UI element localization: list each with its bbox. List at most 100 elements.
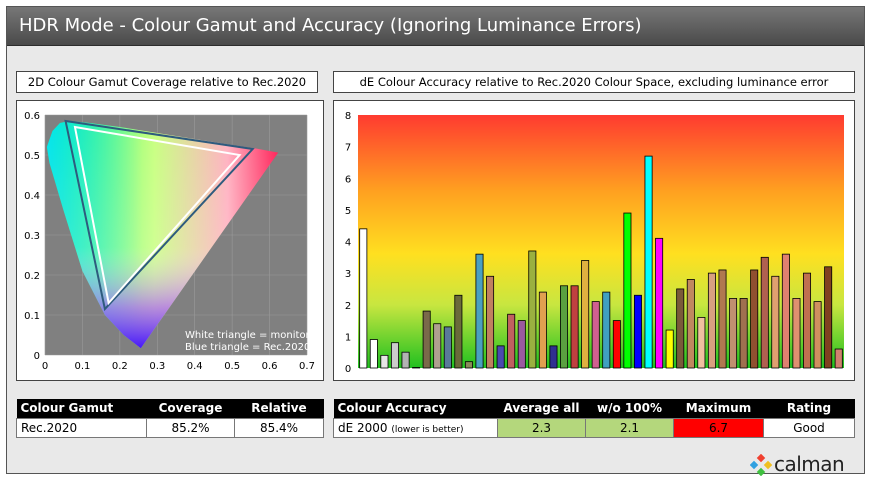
x-tick-label: 0.3 (149, 361, 165, 372)
bar-19 (549, 345, 558, 369)
y-tick-label: 0 (34, 351, 40, 362)
legend-monitor: White triangle = monitor (185, 330, 311, 341)
bar-42 (792, 298, 801, 369)
x-tick-label: 0.4 (187, 361, 203, 372)
gamut-table-header: Relative (234, 399, 324, 418)
x-tick-label: 0.2 (112, 361, 128, 372)
bar-20 (560, 285, 569, 369)
bar-15 (507, 313, 516, 369)
monitor-triangle (73, 125, 242, 306)
gamut-standard: Rec.2020 (16, 417, 147, 438)
bar-21 (570, 285, 579, 369)
bar-36 (729, 298, 738, 369)
gamut-panel: 0 0.1 0.2 0.3 0.4 0.5 0.6 0.7 0 0.1 0.2 0.3 0.4 0.5 0.… (16, 100, 324, 381)
x-tick-label: 0.6 (262, 361, 278, 372)
gamut-chart: 0 0.1 0.2 0.3 0.4 0.5 0.6 0.7 0 0.1 0.2 0.3 0.4 0.5 0.… (24, 111, 315, 372)
calman-logo-text: calman (774, 452, 845, 476)
gamut-table-header: Coverage (146, 399, 235, 418)
bar-34 (707, 272, 716, 369)
bar-18 (538, 291, 547, 369)
gamut-table: Colour Gamut Coverage Relative Rec.2020 … (16, 399, 324, 438)
accuracy-table-header: Colour Accuracy (333, 399, 498, 418)
gamut-relative: 85.4% (234, 417, 324, 438)
bar-26 (623, 212, 632, 369)
accuracy-table-header: Average all (497, 399, 586, 418)
y-tick-label: 6 (345, 174, 351, 185)
y-tick-label: 0.5 (24, 151, 40, 162)
bar-22 (581, 260, 590, 369)
y-tick-label: 7 (345, 143, 351, 154)
bar-7 (422, 310, 431, 369)
accuracy-table: Colour Accuracy Average all w/o 100% Max… (333, 399, 855, 438)
gamut-panel-title: 2D Colour Gamut Coverage relative to Rec… (16, 71, 318, 93)
bar-4 (390, 342, 399, 369)
bar-23 (591, 301, 600, 369)
average-all-value: 2.3 (497, 417, 586, 438)
page-title: HDR Mode - Colour Gamut and Accuracy (Ig… (7, 7, 864, 46)
bar-40 (771, 275, 780, 369)
y-tick-label: 2 (345, 301, 351, 312)
bar-2 (369, 339, 378, 369)
gamut-coverage: 85.2% (146, 417, 235, 438)
bar-46 (834, 348, 843, 369)
de-metric-note: (lower is better) (391, 424, 464, 435)
bar-28 (644, 155, 653, 369)
accuracy-row-label: dE 2000 (lower is better) (333, 417, 498, 438)
bar-33 (697, 316, 706, 369)
legend-rec2020: Blue triangle = Rec.2020 (185, 342, 310, 353)
bar-12 (475, 253, 484, 369)
bar-35 (718, 269, 727, 369)
gamut-table-header: Colour Gamut (16, 399, 147, 418)
bar-29 (655, 237, 664, 369)
bar-9 (443, 326, 452, 369)
calman-logo-icon (750, 454, 772, 476)
bar-6 (412, 367, 421, 369)
x-tick-label: 0.1 (74, 361, 90, 372)
y-tick-label: 0.6 (24, 111, 40, 122)
calman-logo: calman (750, 452, 862, 477)
bar-38 (750, 269, 759, 369)
bar-30 (665, 329, 674, 369)
x-tick-label: 0.7 (299, 361, 315, 372)
bar-45 (824, 266, 833, 369)
bar-17 (528, 250, 537, 369)
bar-32 (686, 279, 695, 369)
bar-8 (433, 323, 442, 369)
maximum-value: 6.7 (673, 417, 764, 438)
y-tick-label: 8 (345, 111, 351, 122)
x-tick-label: 0 (42, 361, 48, 372)
bar-11 (464, 361, 473, 369)
accuracy-panel: 0 1 2 3 4 5 6 7 8 (333, 100, 855, 381)
bar-41 (781, 253, 790, 369)
bar-5 (401, 351, 410, 369)
bar-13 (486, 275, 495, 369)
y-tick-label: 4 (345, 238, 351, 249)
without-100-value: 2.1 (585, 417, 674, 438)
y-tick-label: 0.3 (24, 231, 40, 242)
y-tick-label: 0.4 (24, 191, 40, 202)
bar-31 (676, 288, 685, 369)
de-metric-label: dE 2000 (338, 420, 388, 435)
bar-3 (380, 354, 389, 369)
accuracy-panel-title: dE Colour Accuracy relative to Rec.2020 … (333, 71, 855, 93)
y-tick-label: 3 (345, 269, 351, 280)
bar-10 (454, 294, 463, 369)
rec2020-triangle (64, 119, 255, 312)
bar-37 (739, 298, 748, 369)
rating-value: Good (763, 417, 855, 438)
bar-44 (813, 301, 822, 369)
bar-43 (803, 272, 812, 369)
accuracy-table-header: w/o 100% (585, 399, 674, 418)
x-tick-label: 0.5 (224, 361, 240, 372)
accuracy-table-header: Maximum (673, 399, 764, 418)
bar-14 (496, 345, 505, 369)
accuracy-chart: 0 1 2 3 4 5 6 7 8 (345, 111, 844, 375)
report-frame: HDR Mode - Colour Gamut and Accuracy (Ig… (6, 6, 865, 477)
y-tick-label: 0.2 (24, 271, 40, 282)
bar-27 (633, 294, 642, 369)
bar-39 (760, 256, 769, 369)
bar-24 (602, 291, 611, 369)
bar-1 (359, 228, 368, 369)
y-tick-label: 0 (345, 364, 351, 375)
y-tick-label: 1 (345, 332, 351, 343)
